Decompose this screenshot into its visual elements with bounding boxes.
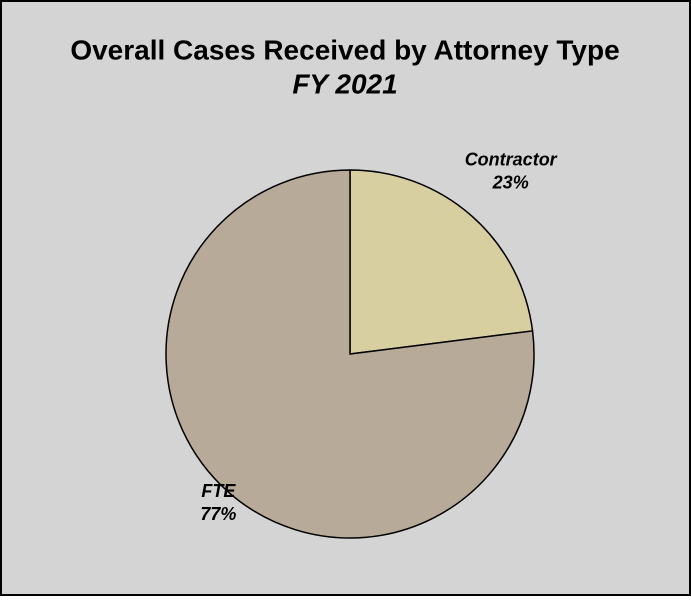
pie-slice (349, 169, 534, 355)
chart-subtitle: FY 2021 (292, 68, 397, 99)
pie-slice (165, 169, 535, 539)
slice-value-label: 77% (200, 504, 236, 524)
chart-title: Overall Cases Received by Attorney Type (70, 34, 619, 65)
slice-value-label: 23% (492, 172, 529, 192)
slice-label: FTE (201, 481, 236, 501)
slice-label: Contractor (465, 149, 558, 169)
